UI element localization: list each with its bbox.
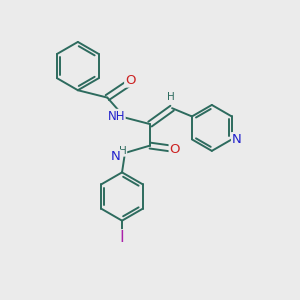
- Text: H: H: [119, 146, 127, 156]
- Text: I: I: [120, 230, 124, 245]
- Text: O: O: [125, 74, 136, 87]
- Text: NH: NH: [107, 110, 125, 123]
- Text: N: N: [232, 133, 242, 146]
- Text: H: H: [167, 92, 175, 102]
- Text: O: O: [169, 142, 180, 156]
- Text: N: N: [111, 150, 120, 163]
